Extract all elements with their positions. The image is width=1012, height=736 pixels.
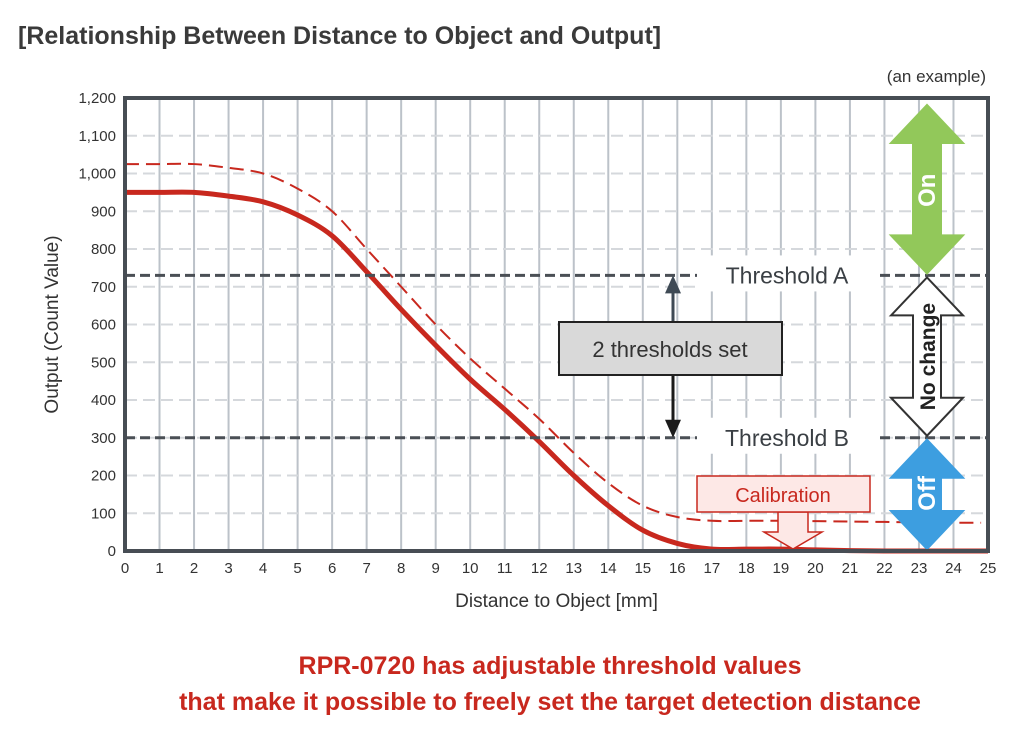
x-tick-label: 10 [462, 560, 479, 577]
x-tick-label: 5 [293, 560, 301, 577]
calibration-box [696, 475, 871, 513]
chart-title: [Relationship Between Distance to Object… [18, 22, 662, 50]
plot-frame [123, 96, 990, 553]
y-tick-label: 1,100 [78, 128, 116, 145]
x-tick-label: 11 [497, 560, 513, 577]
x-tick-label: 18 [738, 560, 755, 577]
x-axis-label: Distance to Object [mm] [455, 591, 658, 612]
x-tick-label: 21 [842, 560, 859, 577]
x-tick-label: 7 [362, 560, 370, 577]
x-tick-label: 24 [945, 560, 962, 577]
x-tick-label: 17 [703, 560, 720, 577]
no-change-zone-label: No change [917, 303, 940, 410]
x-tick-label: 22 [876, 560, 893, 577]
thresholds-box [558, 321, 783, 376]
example-note: (an example) [886, 67, 986, 86]
y-tick-label: 700 [91, 279, 116, 296]
threshold-label: Threshold A [726, 262, 849, 288]
x-tick-label: 16 [669, 560, 686, 577]
footer-line-1: RPR-0720 has adjustable threshold values [298, 652, 802, 680]
footer-line-2: that make it possible to freely set the … [179, 688, 921, 716]
x-tick-label: 25 [980, 560, 997, 577]
x-tick-label: 19 [773, 560, 790, 577]
footer-text: RPR-0720 has adjustable threshold values… [0, 648, 1012, 720]
y-tick-label: 300 [91, 430, 116, 447]
x-tick-label: 14 [600, 560, 617, 577]
x-tick-label: 20 [807, 560, 824, 577]
off-zone-label: Off [914, 475, 941, 511]
y-tick-label: 500 [91, 354, 116, 371]
y-tick-label: 1,200 [78, 90, 116, 107]
x-tick-label: 2 [190, 560, 198, 577]
x-tick-label: 9 [432, 560, 440, 577]
x-tick-label: 15 [634, 560, 651, 577]
y-tick-label: 200 [91, 468, 116, 485]
y-tick-label: 600 [91, 317, 116, 334]
down-arrow-icon [665, 419, 681, 438]
thresholds-box-label: 2 thresholds set [592, 337, 747, 362]
x-tick-label: 0 [121, 560, 129, 577]
calibration-label: Calibration [735, 485, 831, 507]
x-tick-label: 12 [531, 560, 548, 577]
x-tick-label: 3 [224, 560, 232, 577]
threshold-label-bg [697, 417, 880, 454]
up-arrow-icon [665, 275, 681, 294]
x-tick-label: 4 [259, 560, 267, 577]
y-tick-label: 0 [108, 543, 116, 560]
no-change-zone-arrow-icon [888, 275, 966, 438]
x-tick-label: 13 [565, 560, 582, 577]
x-tick-label: 23 [911, 560, 928, 577]
on-zone-arrow-icon [888, 103, 966, 275]
calibration-arrow-icon [761, 511, 825, 550]
series-calibrated-line [125, 162, 982, 524]
threshold-label: Threshold B [725, 425, 849, 451]
y-tick-label: 800 [91, 241, 116, 258]
threshold-label-bg [697, 255, 880, 292]
y-tick-label: 900 [91, 203, 116, 220]
x-tick-label: 6 [328, 560, 336, 577]
on-zone-label: On [914, 174, 941, 207]
x-tick-label: 8 [397, 560, 405, 577]
x-tick-label: 1 [155, 560, 163, 577]
y-tick-label: 400 [91, 392, 116, 409]
y-tick-label: 1,000 [78, 166, 116, 183]
y-axis-label: Output (Count Value) [42, 235, 63, 413]
y-tick-label: 100 [91, 505, 116, 522]
